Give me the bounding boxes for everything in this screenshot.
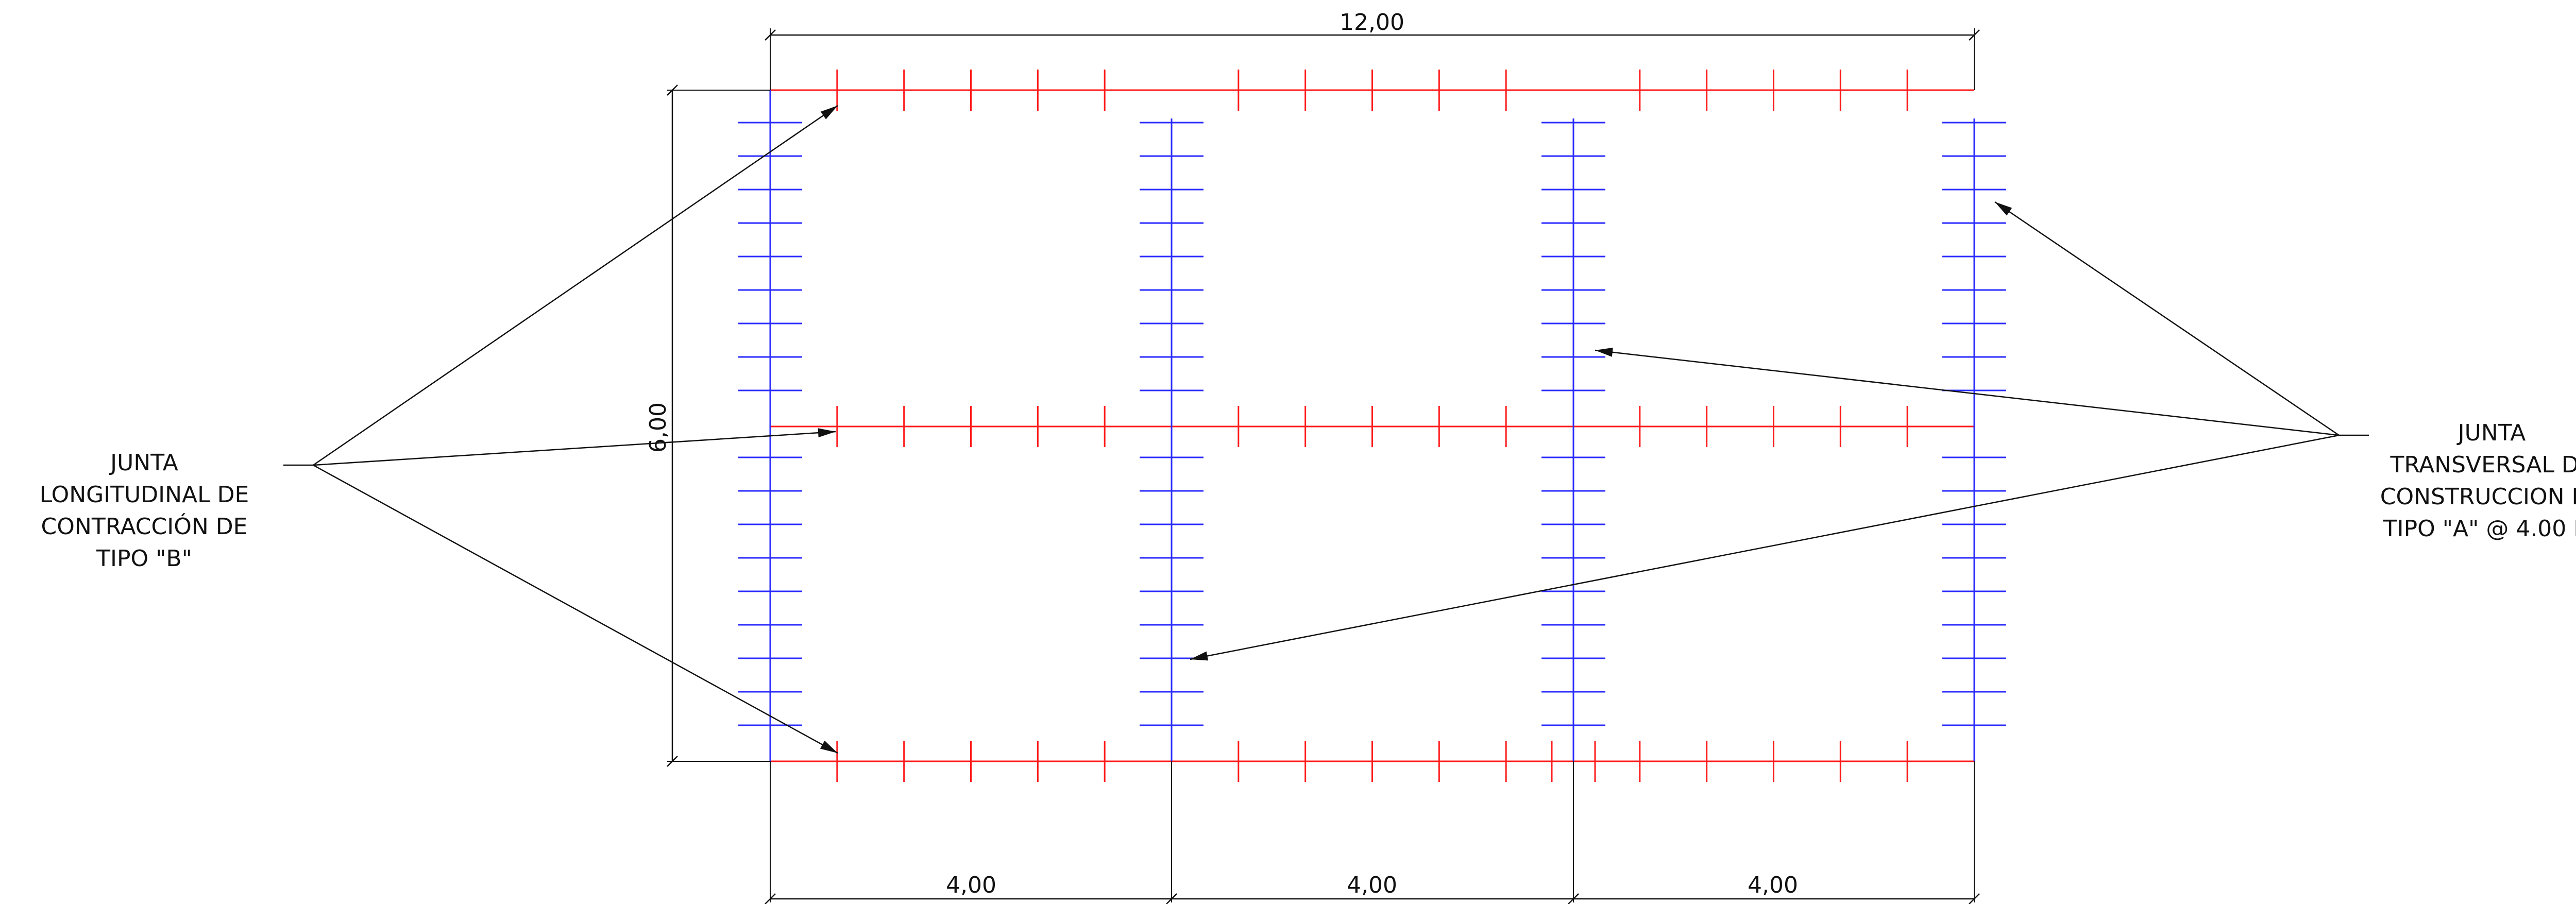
leader-right-middle-head — [1595, 347, 1613, 357]
leader-left-top-head — [820, 106, 838, 120]
leader-right-middle — [1595, 349, 2340, 436]
dimension-tick — [667, 756, 678, 767]
note-left-line-2: LONGITUDINAL DE — [39, 482, 249, 508]
dimension-tick — [765, 893, 776, 904]
dim-label-total-width: 6,00 — [645, 402, 671, 453]
dimension-tick — [765, 29, 776, 41]
dimension-tick — [667, 84, 678, 96]
dimension-lines — [667, 28, 1980, 904]
dimension-tick — [1969, 29, 1980, 41]
dim-label-bay-1: 4,00 — [946, 872, 996, 898]
dimension-tick — [1568, 893, 1579, 904]
dim-label-total-length: 12,00 — [1340, 9, 1404, 36]
note-right-line-2: TRANSVERSAL DE — [2390, 452, 2576, 478]
note-left-line-3: CONTRACCIÓN DE — [41, 514, 248, 540]
leader-left-bottom — [313, 464, 838, 754]
leader-left-middle-head — [818, 428, 836, 438]
leader-right-bottom — [1190, 434, 2340, 660]
leader-right-top-head — [1995, 202, 2012, 216]
transverse-joints — [738, 90, 2006, 761]
leader-arrows — [283, 105, 2369, 754]
note-right-line-3: CONSTRUCCION DE — [2380, 484, 2576, 510]
dimension-labels: 12,00 6,00 4,00 4,00 4,00 — [645, 9, 1798, 898]
leader-left-top — [313, 105, 838, 466]
dim-label-bay-3: 4,00 — [1748, 872, 1798, 898]
longitudinal-joints — [770, 70, 1974, 782]
note-right-line-4: TIPO "A" @ 4.00 M. — [2383, 516, 2576, 542]
note-transverse-joint: JUNTA TRANSVERSAL DE CONSTRUCCION DE TIP… — [2339, 417, 2576, 545]
note-left-line-4: TIPO "B" — [96, 545, 192, 572]
dim-label-bay-2: 4,00 — [1347, 872, 1397, 898]
leader-left-middle — [313, 431, 836, 466]
leader-left-bottom-head — [820, 740, 838, 753]
leader-right-bottom-head — [1190, 651, 1209, 661]
dimension-tick — [1166, 893, 1177, 904]
note-longitudinal-joint: JUNTA LONGITUDINAL DE CONTRACCIÓN DE TIP… — [0, 447, 289, 575]
note-right-line-1: JUNTA — [2458, 420, 2526, 446]
note-left-line-1: JUNTA — [110, 450, 178, 476]
dimension-tick — [1969, 893, 1980, 904]
leader-right-top — [1994, 201, 2340, 436]
